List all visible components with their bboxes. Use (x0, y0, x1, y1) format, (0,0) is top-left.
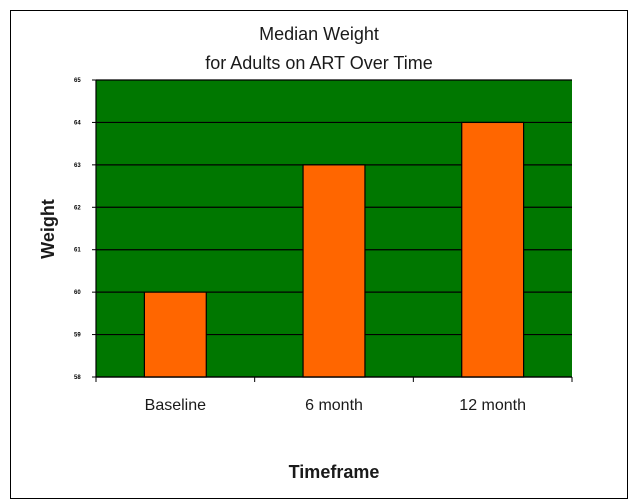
y-tick-label: 62 (74, 205, 81, 211)
bar-2 (461, 121, 525, 378)
x-tick-label: 12 month (459, 397, 526, 414)
chart-title-line-2: for Adults on ART Over Time (205, 53, 432, 73)
y-tick-label: 64 (74, 120, 81, 126)
y-tick-label: 60 (74, 290, 81, 296)
x-tick-labels: Baseline 6 month 12 month (145, 397, 526, 414)
y-tick-label: 59 (74, 333, 81, 339)
y-tick-labels: 58 59 60 61 62 63 64 65 (74, 78, 81, 381)
y-tick-label: 65 (74, 78, 81, 84)
x-axis-label: Timeframe (289, 462, 380, 482)
y-axis-label: Weight (38, 199, 58, 259)
bar-1 (302, 164, 366, 378)
x-tick-label: Baseline (145, 397, 206, 414)
bar-0 (143, 291, 207, 378)
chart-title-line-1: Median Weight (259, 24, 379, 44)
y-tick-label: 58 (74, 375, 81, 381)
axes (92, 79, 573, 382)
y-tick-label: 63 (74, 163, 81, 169)
bars (143, 121, 525, 378)
y-tick-label: 61 (74, 248, 81, 254)
x-tick-label: 6 month (305, 397, 363, 414)
